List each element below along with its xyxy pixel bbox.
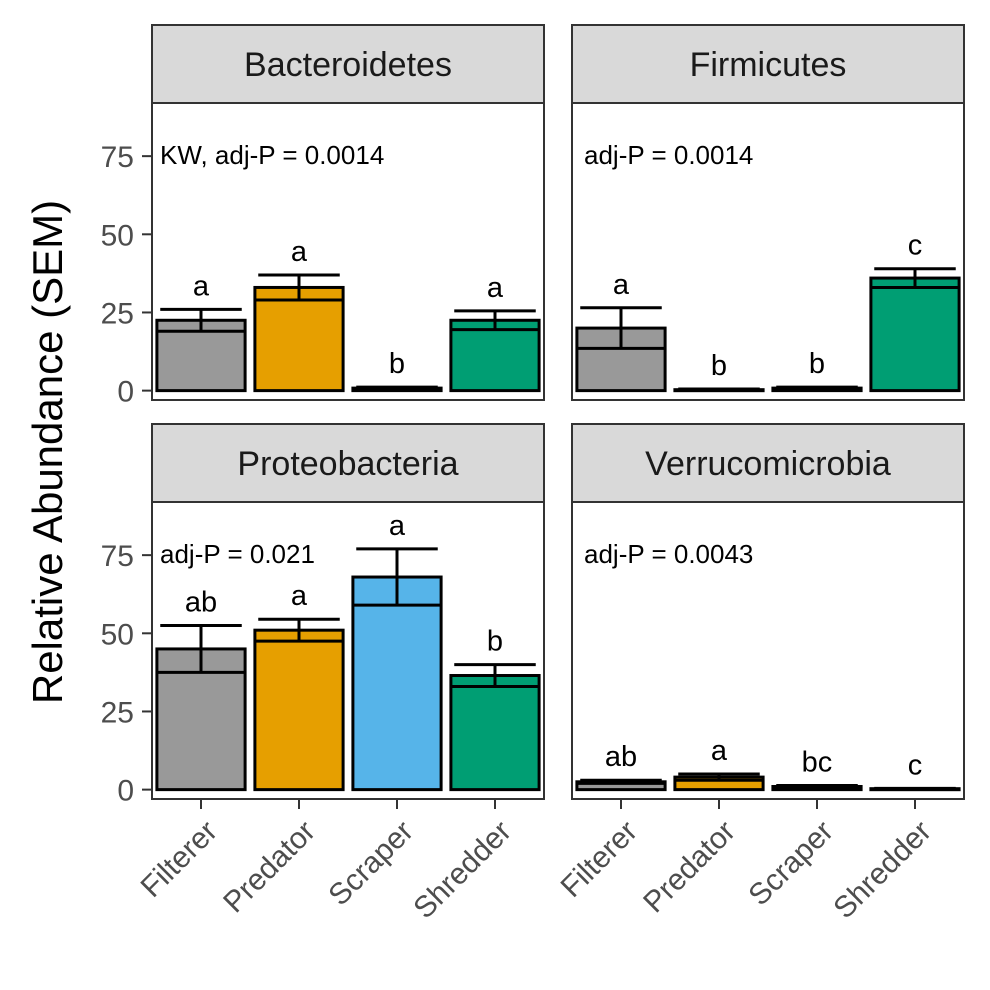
y-tick-label: 50 bbox=[101, 618, 134, 651]
facet-strip bbox=[151, 423, 545, 503]
y-axis-label: Relative Abundance (SEM) bbox=[24, 200, 71, 704]
bar-scraper bbox=[351, 575, 443, 792]
significance-letter: ab bbox=[185, 586, 217, 618]
facet-panel-proteobacteria: Proteobacteria ab Filterer a Predator a Scrape… bbox=[101, 423, 545, 926]
facet-title: Proteobacteria bbox=[237, 445, 458, 483]
facet-panel-bacteroidetes: Bacteroidetes a a b a KW, adj-P = 0.0014 0 25 50… bbox=[101, 24, 545, 409]
bar-predator bbox=[253, 628, 345, 792]
panel-annotation: adj-P = 0.0043 bbox=[584, 539, 753, 569]
x-tick-label: Filterer bbox=[135, 815, 224, 904]
y-tick-label: 0 bbox=[117, 775, 134, 808]
panel-border bbox=[151, 102, 545, 401]
y-tick-label: 75 bbox=[101, 540, 134, 573]
facet-strip bbox=[571, 24, 965, 104]
panel-border bbox=[571, 102, 965, 401]
significance-letter: c bbox=[908, 230, 923, 262]
significance-letter: a bbox=[487, 272, 504, 304]
y-tick-label: 50 bbox=[101, 219, 134, 252]
bar-shredder bbox=[869, 276, 961, 393]
significance-letter: b bbox=[389, 348, 405, 380]
significance-letter: a bbox=[613, 269, 630, 301]
significance-letter: a bbox=[291, 580, 308, 612]
facet-title: Firmicutes bbox=[690, 46, 847, 84]
facet-panel-firmicutes: Firmicutes a b b c adj-P = 0.0014 bbox=[571, 24, 965, 401]
significance-letter: b bbox=[487, 626, 503, 658]
panel-annotation: KW, adj-P = 0.0014 bbox=[160, 140, 384, 170]
bar-predator bbox=[253, 285, 345, 393]
x-tick-label: Scraper bbox=[322, 815, 420, 913]
y-tick-label: 25 bbox=[101, 297, 134, 330]
x-tick-label: Shredder bbox=[827, 815, 938, 926]
x-tick-label: Predator bbox=[217, 815, 322, 920]
facet-title: Verrucomicrobia bbox=[645, 445, 891, 483]
x-tick-label: Shredder bbox=[407, 815, 518, 926]
panel-annotation: adj-P = 0.021 bbox=[160, 539, 315, 569]
significance-letter: b bbox=[711, 350, 727, 382]
significance-letter: bc bbox=[802, 747, 833, 779]
panel-border bbox=[571, 501, 965, 800]
y-tick-label: 25 bbox=[101, 696, 134, 729]
x-tick-label: Filterer bbox=[555, 815, 644, 904]
bar-shredder bbox=[449, 674, 541, 792]
facet-panel-verrucomicrobia: Verrucomicrobia ab Filterer a Predator bc Scra… bbox=[555, 423, 965, 926]
x-tick-label: Scraper bbox=[742, 815, 840, 913]
significance-letter: a bbox=[291, 236, 308, 268]
facet-title: Bacteroidetes bbox=[244, 46, 452, 84]
y-tick-label: 0 bbox=[117, 376, 134, 409]
significance-letter: c bbox=[908, 749, 923, 781]
panel-border bbox=[151, 501, 545, 800]
significance-letter: a bbox=[193, 270, 210, 302]
y-tick-label: 75 bbox=[101, 141, 134, 174]
facet-strip bbox=[151, 24, 545, 104]
significance-letter: b bbox=[809, 348, 825, 380]
significance-letter: a bbox=[711, 735, 728, 767]
panel-annotation: adj-P = 0.0014 bbox=[584, 140, 753, 170]
plot-background bbox=[572, 502, 964, 799]
significance-letter: a bbox=[389, 510, 406, 542]
x-tick-label: Predator bbox=[637, 815, 742, 920]
significance-letter: ab bbox=[605, 741, 637, 773]
